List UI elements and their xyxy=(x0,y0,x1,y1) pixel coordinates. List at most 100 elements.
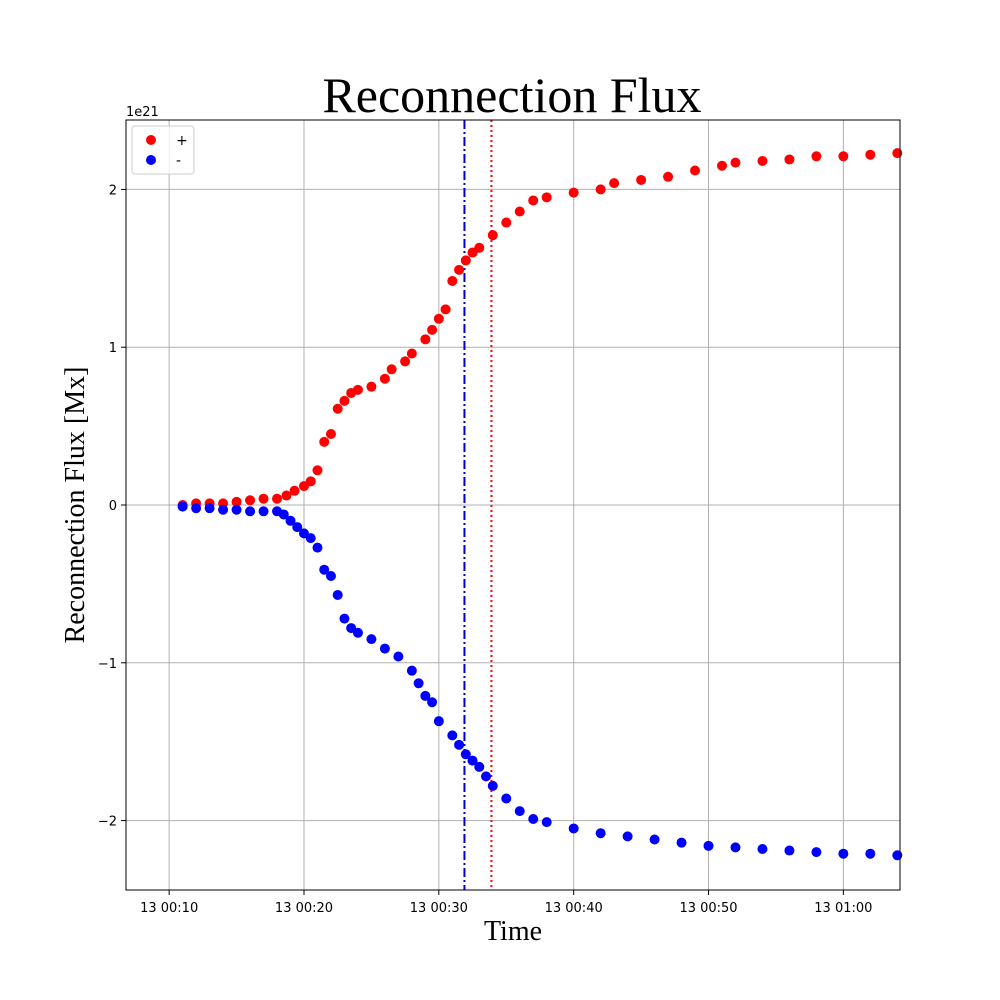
negative-flux-point xyxy=(676,837,687,848)
negative-flux-point xyxy=(784,845,795,856)
positive-flux-point xyxy=(289,485,300,496)
reference-lines xyxy=(463,120,493,890)
positive-flux-point xyxy=(474,242,485,253)
negative-flux-point xyxy=(218,504,229,515)
positive-flux-point xyxy=(386,364,397,375)
positive-flux-point xyxy=(487,230,498,241)
y-axis-label: Reconnection Flux [Mx] xyxy=(60,367,91,644)
negative-flux-point xyxy=(177,501,188,512)
negative-flux-point xyxy=(730,842,741,853)
chart-title: Reconnection Flux xyxy=(322,67,701,123)
negative-flux-point xyxy=(501,793,512,804)
negative-flux-point xyxy=(433,716,444,727)
negative-flux-point xyxy=(541,817,552,828)
negative-flux-point xyxy=(460,749,471,760)
positive-flux-point xyxy=(352,384,363,395)
positive-flux-point xyxy=(514,206,525,217)
negative-flux-point xyxy=(339,613,350,624)
negative-flux-point xyxy=(278,509,289,520)
negative-flux-point xyxy=(204,503,215,514)
positive-flux-point xyxy=(595,184,606,195)
positive-flux-point xyxy=(245,495,256,506)
negative-flux-point xyxy=(514,806,525,817)
positive-flux-point xyxy=(325,428,336,439)
positive-flux-point xyxy=(305,476,316,487)
positive-flux-point xyxy=(258,493,269,504)
positive-flux-point xyxy=(272,493,283,504)
positive-flux-point xyxy=(663,171,674,182)
positive-flux-point xyxy=(447,275,458,286)
negative-flux-point xyxy=(285,515,296,526)
legend-label-plus: + xyxy=(176,133,188,149)
gridlines xyxy=(126,120,900,890)
positive-flux-point xyxy=(838,151,849,162)
negative-flux-point xyxy=(474,761,485,772)
positive-flux-point xyxy=(811,151,822,162)
negative-flux-point xyxy=(454,739,465,750)
x-tick-label: 13 00:10 xyxy=(140,901,198,916)
negative-flux-point xyxy=(332,589,343,600)
negative-flux-point xyxy=(649,834,660,845)
negative-flux-point xyxy=(292,522,303,533)
negative-flux-point xyxy=(325,571,336,582)
negative-flux-point xyxy=(467,755,478,766)
y-tick-label: −2 xyxy=(98,815,117,830)
positive-flux-point xyxy=(281,490,292,501)
negative-flux-point xyxy=(622,831,633,842)
positive-flux-point xyxy=(609,178,620,189)
positive-flux-point xyxy=(892,148,903,159)
negative-flux-point xyxy=(420,690,431,701)
x-tick-label: 13 00:20 xyxy=(275,901,333,916)
negative-flux-point xyxy=(393,651,404,662)
negative-flux-point xyxy=(305,533,316,544)
negative-flux-point xyxy=(258,506,269,517)
negative-flux-point xyxy=(319,564,330,575)
positive-flux-point xyxy=(460,255,471,266)
positive-flux-point xyxy=(568,187,579,198)
positive-flux-point xyxy=(636,174,647,185)
negative-flux-point xyxy=(865,848,876,859)
negative-flux-point xyxy=(757,843,768,854)
positive-flux-point xyxy=(690,165,701,176)
positive-flux-point xyxy=(406,348,417,359)
positive-flux-point xyxy=(379,373,390,384)
positive-flux-point xyxy=(757,156,768,167)
y-tick-label: 2 xyxy=(109,183,117,198)
positive-flux-point xyxy=(339,395,350,406)
legend: + - xyxy=(131,125,195,175)
positive-flux-point xyxy=(730,157,741,168)
x-axis-label: Time xyxy=(484,916,542,947)
positive-flux-point xyxy=(366,381,377,392)
positive-flux-point xyxy=(319,436,330,447)
positive-flux-point xyxy=(528,195,539,206)
positive-flux-point xyxy=(312,465,323,476)
y-offset-label: 1e21 xyxy=(126,105,159,120)
negative-flux-point xyxy=(481,771,492,782)
negative-flux-point xyxy=(487,780,498,791)
negative-flux-point xyxy=(379,643,390,654)
positive-flux-point xyxy=(541,192,552,203)
negative-flux-point xyxy=(528,813,539,824)
positive-flux-point xyxy=(433,313,444,324)
negative-flux-point xyxy=(366,634,377,645)
axis-ticks: 13 00:10 13 00:20 13 00:30 13 00:40 13 00:50… xyxy=(98,183,873,916)
negative-flux-point xyxy=(838,848,849,859)
positive-flux-point xyxy=(231,496,242,507)
positive-flux-point xyxy=(717,160,728,171)
negative-flux-point xyxy=(447,730,458,741)
legend-marker-plus xyxy=(146,135,156,145)
negative-flux-point xyxy=(352,627,363,638)
negative-flux-point xyxy=(406,665,417,676)
negative-flux-point xyxy=(811,847,822,858)
positive-flux-point xyxy=(400,356,411,367)
positive-flux-point xyxy=(332,403,343,414)
x-tick-label: 13 00:40 xyxy=(545,901,603,916)
data-points xyxy=(177,148,903,861)
negative-flux-point xyxy=(231,504,242,515)
negative-flux-point xyxy=(427,697,438,708)
x-tick-label: 13 00:30 xyxy=(410,901,468,916)
negative-flux-point xyxy=(413,678,424,689)
x-tick-label: 13 00:50 xyxy=(679,901,737,916)
negative-flux-point xyxy=(191,503,202,514)
